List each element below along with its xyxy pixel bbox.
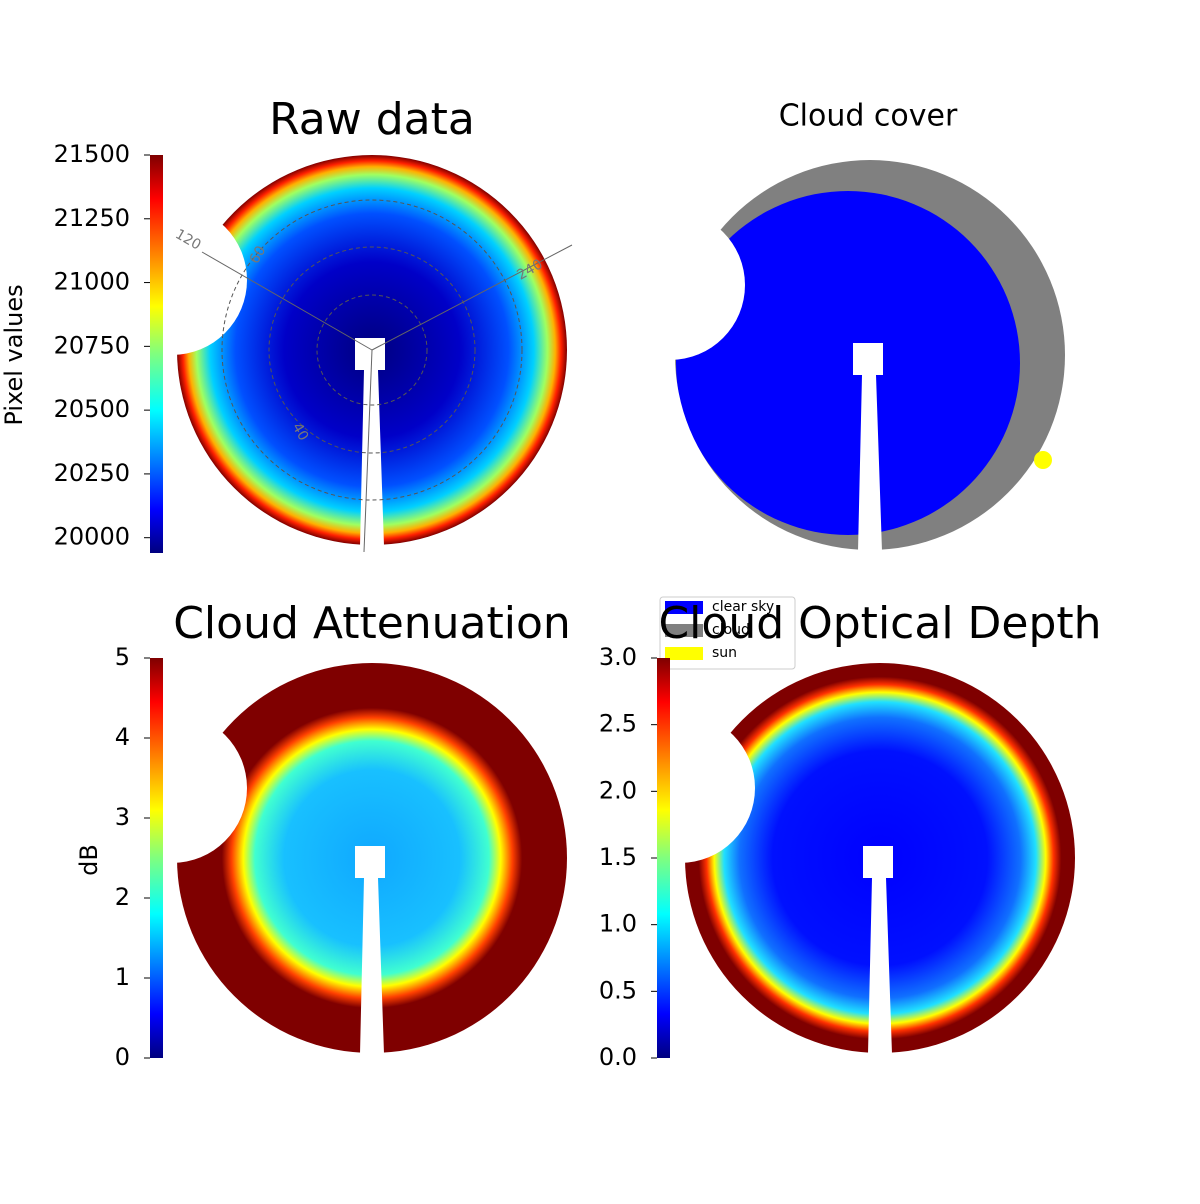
colorbar-tick-label: 4: [115, 723, 130, 751]
colorbar-tick-label: 21250: [54, 204, 130, 232]
legend-swatch: [665, 624, 703, 637]
legend-swatch: [665, 601, 703, 614]
colorbar-tick-label: 21500: [54, 140, 130, 168]
legend-label: cloud: [712, 622, 750, 638]
colorbar-tick-label: 1.5: [599, 843, 637, 871]
colorbar-tick-label: 1: [115, 963, 130, 991]
attenuation-image: [172, 658, 572, 1058]
colorbar-tick-label: 20500: [54, 395, 130, 423]
chart-title: Cloud cover: [779, 99, 958, 134]
polar-label: 40: [289, 420, 312, 443]
colorbar-tick-label: 2.0: [599, 776, 637, 804]
colorbar-tick-label: 20250: [54, 459, 130, 487]
legend-label: clear sky: [712, 599, 774, 615]
colorbar: [150, 658, 163, 1058]
colorbar-label: dB: [75, 844, 103, 876]
colorbar-tick-label: 2: [115, 883, 130, 911]
cloud-cover-image: [670, 155, 1070, 555]
colorbar-tick-label: 0.5: [599, 976, 637, 1004]
polar-label: 60: [247, 243, 270, 266]
chart-title: Cloud Attenuation: [173, 598, 571, 649]
legend-label: sun: [712, 645, 737, 661]
colorbar-tick-label: 20000: [54, 523, 130, 551]
legend-swatch: [665, 647, 703, 660]
chart-title: Raw data: [269, 94, 475, 145]
optical-depth-image: [680, 658, 1080, 1058]
colorbar-tick-label: 3: [115, 803, 130, 831]
colorbar: [657, 658, 670, 1058]
colorbar-tick-label: 20750: [54, 331, 130, 359]
raw-image: [172, 150, 573, 553]
colorbar-tick-label: 1.0: [599, 910, 637, 938]
chart-title: Cloud Optical Depth: [658, 598, 1101, 649]
colorbar-tick-label: 0: [115, 1043, 130, 1071]
colorbar-label: Pixel values: [0, 284, 28, 425]
colorbar-tick-label: 5: [115, 643, 130, 671]
colorbar: [150, 155, 163, 553]
colorbar-tick-label: 2.5: [599, 710, 637, 738]
colorbar-tick-label: 3.0: [599, 643, 637, 671]
colorbar-tick-label: 0.0: [599, 1043, 637, 1071]
colorbar-tick-label: 21000: [54, 268, 130, 296]
